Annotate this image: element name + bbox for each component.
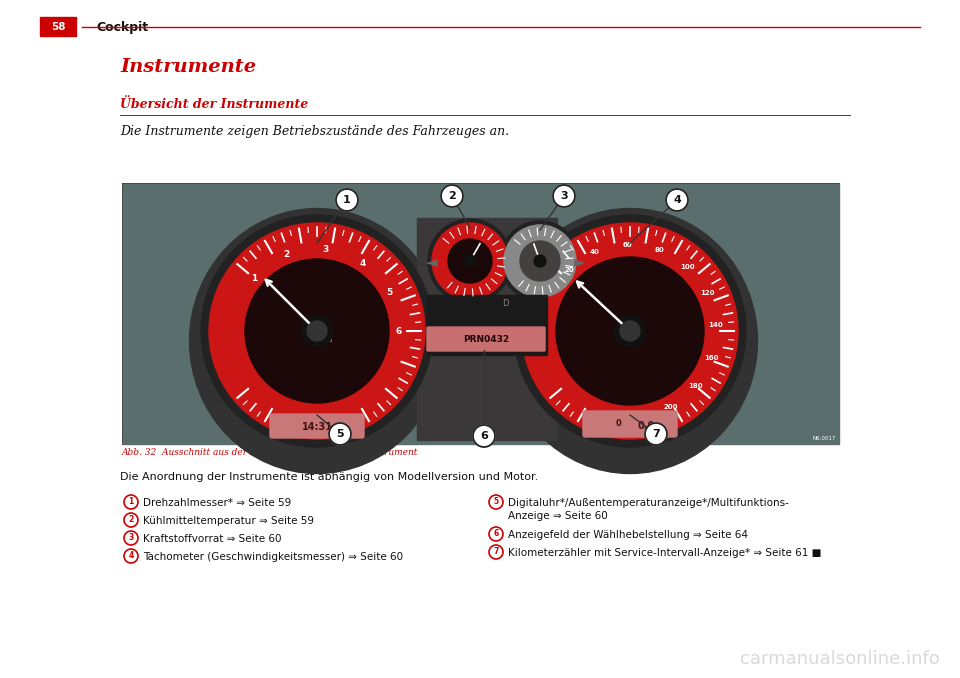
Circle shape [489, 545, 503, 559]
Circle shape [464, 255, 476, 267]
Text: 4: 4 [129, 551, 133, 561]
FancyBboxPatch shape [583, 411, 677, 437]
Text: 3: 3 [129, 534, 133, 542]
Circle shape [441, 185, 463, 207]
Circle shape [514, 215, 746, 447]
Circle shape [201, 215, 433, 447]
Text: Kraftstoffvorrat ⇒ Seite 60: Kraftstoffvorrat ⇒ Seite 60 [143, 534, 281, 544]
Circle shape [504, 225, 576, 297]
Text: 1: 1 [343, 195, 350, 205]
Circle shape [500, 221, 580, 301]
Text: 14:31: 14:31 [301, 422, 332, 432]
Text: PRN0432: PRN0432 [463, 336, 509, 344]
Text: 120: 120 [700, 290, 714, 296]
Circle shape [473, 425, 495, 447]
Text: 40: 40 [590, 250, 600, 256]
Bar [123, 184, 839, 444]
Text: Cockpit: Cockpit [96, 20, 148, 33]
Circle shape [489, 495, 503, 509]
Text: 1: 1 [252, 274, 257, 283]
Text: 160: 160 [705, 355, 719, 361]
Text: 7: 7 [652, 429, 660, 439]
Text: 220: 220 [632, 414, 646, 420]
Text: 5: 5 [493, 498, 498, 506]
Bar [40, 17, 76, 36]
Text: 140: 140 [708, 322, 723, 328]
Circle shape [124, 513, 138, 527]
Circle shape [666, 189, 688, 211]
Text: Anzeigefeld der Wählhebelstellung ⇒ Seite 64: Anzeigefeld der Wählhebelstellung ⇒ Seit… [508, 530, 748, 540]
Text: 6: 6 [493, 530, 498, 538]
Circle shape [520, 241, 560, 281]
Text: 3: 3 [561, 191, 567, 201]
Text: 4: 4 [673, 195, 681, 205]
Circle shape [336, 189, 358, 211]
Text: 58: 58 [51, 22, 65, 32]
FancyBboxPatch shape [270, 414, 364, 438]
Text: 180: 180 [688, 383, 703, 389]
Text: 0.0: 0.0 [637, 421, 655, 431]
Circle shape [614, 315, 646, 347]
Text: 6: 6 [396, 327, 402, 336]
Circle shape [209, 223, 425, 439]
Text: D: D [502, 298, 508, 308]
Text: 3: 3 [323, 245, 328, 254]
Circle shape [124, 549, 138, 563]
Circle shape [124, 495, 138, 509]
Text: 0: 0 [615, 420, 621, 428]
Text: 2: 2 [283, 250, 289, 260]
Text: 80: 80 [655, 247, 664, 253]
Circle shape [428, 219, 512, 303]
Ellipse shape [502, 209, 757, 473]
Text: 2: 2 [448, 191, 456, 201]
Circle shape [553, 185, 575, 207]
Text: carmanualsonline.info: carmanualsonline.info [740, 650, 940, 668]
Text: Drehzahlmesser* ⇒ Seite 59: Drehzahlmesser* ⇒ Seite 59 [143, 498, 291, 508]
Bar [122, 183, 840, 445]
Circle shape [534, 255, 546, 267]
Text: 4: 4 [360, 258, 366, 268]
Text: 6: 6 [480, 431, 488, 441]
Bar [417, 218, 557, 440]
Text: ►: ► [574, 256, 586, 271]
Text: 20: 20 [564, 267, 574, 273]
Circle shape [489, 527, 503, 541]
Circle shape [448, 239, 492, 283]
Text: Kilometerzähler mit Service-Intervall-Anzeige* ⇒ Seite 61 ■: Kilometerzähler mit Service-Intervall-An… [508, 548, 822, 558]
Text: 7: 7 [493, 548, 498, 557]
Text: 5: 5 [386, 288, 393, 297]
Text: 2: 2 [129, 515, 133, 525]
Circle shape [124, 531, 138, 545]
Circle shape [645, 423, 667, 445]
Text: 200: 200 [663, 404, 678, 410]
Text: Instrumente: Instrumente [120, 58, 256, 76]
Circle shape [329, 423, 351, 445]
Bar [123, 184, 839, 444]
Circle shape [620, 321, 640, 341]
Text: ◄: ◄ [426, 256, 438, 271]
Circle shape [301, 315, 333, 347]
Text: N6.0017: N6.0017 [812, 436, 836, 441]
Text: 5: 5 [336, 429, 344, 439]
Text: Tachometer (Geschwindigkeitsmesser) ⇒ Seite 60: Tachometer (Geschwindigkeitsmesser) ⇒ Se… [143, 552, 403, 562]
Text: Abb. 32  Ausschnitt aus der Instrumententafel: Kombiinstrument: Abb. 32 Ausschnitt aus der Instrumentent… [122, 448, 419, 457]
Text: Digitaluhr*/Außentemperaturanzeige*/Multifunktions-: Digitaluhr*/Außentemperaturanzeige*/Mult… [508, 498, 789, 508]
FancyBboxPatch shape [427, 327, 545, 351]
Circle shape [245, 259, 389, 403]
Text: 60: 60 [622, 242, 632, 248]
Text: 1: 1 [129, 498, 133, 506]
Circle shape [432, 223, 508, 299]
Text: Kühlmitteltemperatur ⇒ Seite 59: Kühlmitteltemperatur ⇒ Seite 59 [143, 516, 314, 526]
Bar [427, 295, 547, 355]
Text: Die Instrumente zeigen Betriebszustände des Fahrzeuges an.: Die Instrumente zeigen Betriebszustände … [120, 125, 509, 138]
Text: 100: 100 [681, 264, 695, 270]
Text: Die Anordnung der Instrumente ist abhängig von Modellversion und Motor.: Die Anordnung der Instrumente ist abhäng… [120, 472, 539, 482]
Text: x1 1000: x1 1000 [312, 338, 332, 344]
Circle shape [556, 257, 704, 405]
Text: Übersicht der Instrumente: Übersicht der Instrumente [120, 98, 308, 111]
Circle shape [307, 321, 327, 341]
Circle shape [522, 223, 738, 439]
Text: Anzeige ⇒ Seite 60: Anzeige ⇒ Seite 60 [508, 511, 608, 521]
Ellipse shape [189, 209, 444, 473]
